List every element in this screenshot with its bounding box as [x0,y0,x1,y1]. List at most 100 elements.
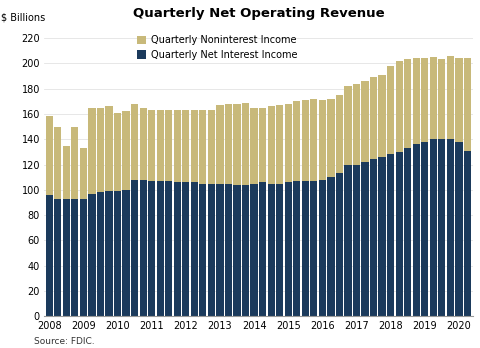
Bar [421,58,428,142]
Bar [97,192,104,316]
Bar [430,57,437,139]
Bar [353,165,360,316]
Bar [174,182,181,316]
Bar [276,183,283,316]
Bar [114,113,121,191]
Bar [140,180,147,316]
Bar [148,181,156,316]
Bar [71,127,79,199]
Bar [54,199,61,316]
Bar [327,177,335,316]
Bar [285,182,292,316]
Text: $ Billions: $ Billions [1,13,46,22]
Bar [361,162,369,316]
Bar [455,58,463,142]
Bar [396,61,403,152]
Bar [106,191,113,316]
Bar [438,139,445,316]
Bar [336,95,343,173]
Bar [97,108,104,192]
Bar [165,110,172,181]
Bar [242,103,249,185]
Bar [131,180,138,316]
Bar [106,106,113,191]
Bar [370,159,377,316]
Bar [63,145,70,199]
Bar [216,105,224,183]
Bar [404,60,411,148]
Bar [413,144,420,316]
Bar [378,157,386,316]
Bar [46,117,53,195]
Bar [80,199,87,316]
Bar [208,110,215,183]
Bar [301,181,309,316]
Bar [216,183,224,316]
Bar [71,199,79,316]
Bar [319,100,326,180]
Bar [131,104,138,180]
Bar [259,182,266,316]
Bar [378,75,386,157]
Bar [404,148,411,316]
Bar [293,181,300,316]
Bar [276,105,283,183]
Bar [54,127,61,199]
Bar [344,86,351,165]
Bar [301,100,309,181]
Bar [114,191,121,316]
Bar [387,66,394,155]
Bar [361,81,369,162]
Legend: Quarterly Noninterest Income, Quarterly Net Interest Income: Quarterly Noninterest Income, Quarterly … [135,33,300,62]
Bar [251,183,258,316]
Bar [267,183,275,316]
Bar [46,195,53,316]
Bar [353,84,360,165]
Bar [191,182,198,316]
Bar [319,180,326,316]
Bar [464,58,471,151]
Bar [225,104,232,183]
Bar [421,142,428,316]
Bar [447,56,454,139]
Bar [396,152,403,316]
Bar [447,139,454,316]
Bar [122,111,130,190]
Bar [370,77,377,159]
Bar [293,101,300,181]
Bar [199,110,206,183]
Bar [233,185,240,316]
Bar [148,110,156,181]
Bar [285,104,292,182]
Title: Quarterly Net Operating Revenue: Quarterly Net Operating Revenue [132,7,384,20]
Bar [80,148,87,199]
Bar [438,60,445,139]
Bar [242,185,249,316]
Bar [88,193,96,316]
Bar [88,108,96,193]
Bar [182,182,190,316]
Bar [225,183,232,316]
Bar [455,142,463,316]
Bar [199,183,206,316]
Bar [165,181,172,316]
Bar [413,58,420,144]
Bar [310,99,317,181]
Text: Source: FDIC.: Source: FDIC. [34,337,94,346]
Bar [336,173,343,316]
Bar [327,99,335,177]
Bar [140,108,147,180]
Bar [267,106,275,183]
Bar [310,181,317,316]
Bar [387,155,394,316]
Bar [233,104,240,185]
Bar [191,110,198,182]
Bar [464,151,471,316]
Bar [430,139,437,316]
Bar [122,190,130,316]
Bar [174,110,181,182]
Bar [156,110,164,181]
Bar [259,108,266,182]
Bar [344,165,351,316]
Bar [182,110,190,182]
